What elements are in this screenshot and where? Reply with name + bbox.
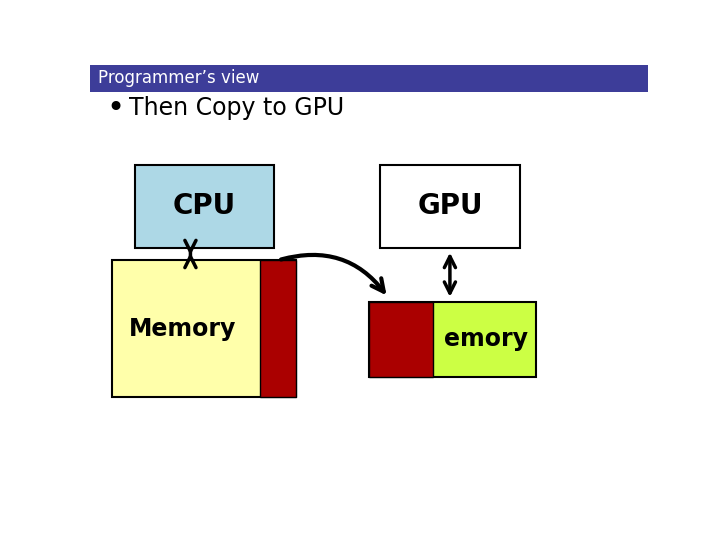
Bar <box>90 65 648 92</box>
Bar <box>260 260 297 397</box>
Text: CPU: CPU <box>173 192 236 220</box>
Text: •: • <box>107 94 125 123</box>
Text: Memory: Memory <box>128 317 235 341</box>
Text: Programmer’s view: Programmer’s view <box>99 69 260 87</box>
Bar <box>380 165 520 248</box>
Text: emory: emory <box>444 327 528 351</box>
Bar <box>369 302 433 377</box>
Bar <box>135 165 274 248</box>
Bar <box>369 302 536 377</box>
Text: Then Copy to GPU: Then Copy to GPU <box>129 97 344 120</box>
Bar <box>112 260 297 397</box>
Text: GPU: GPU <box>417 192 482 220</box>
